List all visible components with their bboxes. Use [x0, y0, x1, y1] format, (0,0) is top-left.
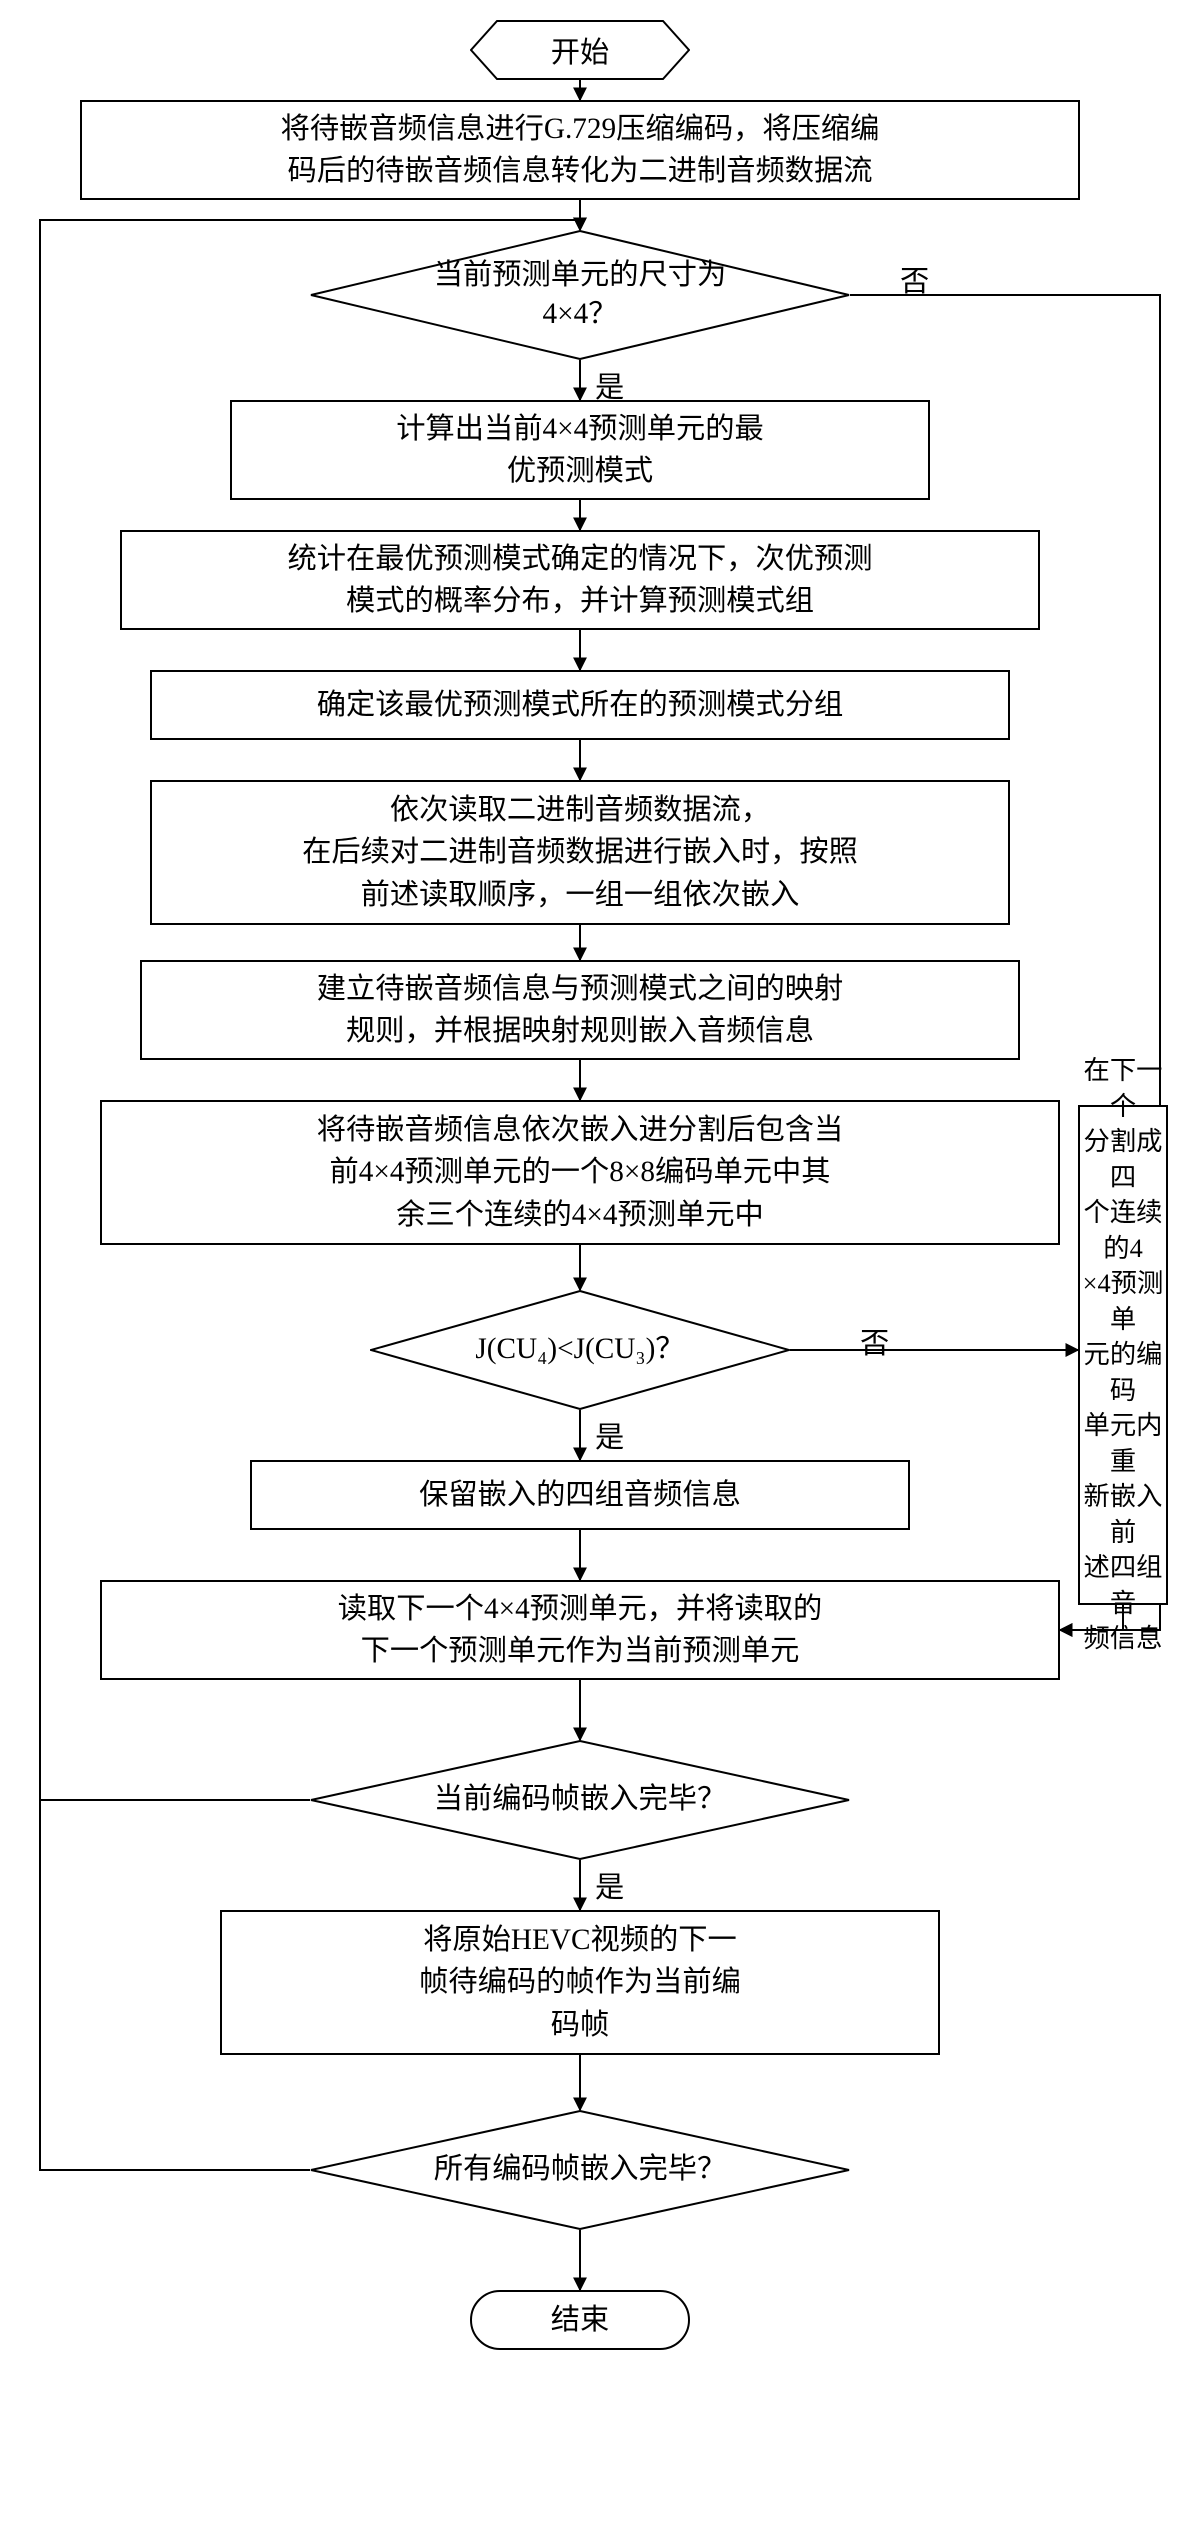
flowchart-canvas: 开始将待嵌音频信息进行G.729压缩编码，将压缩编码后的待嵌音频信息转化为二进制…: [20, 20, 1168, 2503]
flowchart-label-d1_yes: 是: [595, 364, 624, 406]
flowchart-node-n10: 将原始HEVC视频的下一帧待编码的帧作为当前编码帧: [220, 1910, 940, 2055]
flowchart-node-n2: 计算出当前4×4预测单元的最优预测模式: [230, 400, 930, 500]
flowchart-node-n5: 依次读取二进制音频数据流，在后续对二进制音频数据进行嵌入时，按照前述读取顺序，一…: [150, 780, 1010, 925]
flowchart-label-d1_no: 否: [900, 258, 929, 300]
flowchart-node-n9: 读取下一个4×4预测单元，并将读取的下一个预测单元作为当前预测单元: [100, 1580, 1060, 1680]
flowchart-node-n8: 保留嵌入的四组音频信息: [250, 1460, 910, 1530]
flowchart-node-d2: J(CU₄)<J(CU₃)？: [370, 1290, 790, 1410]
flowchart-label-d2_no: 否: [860, 1320, 889, 1362]
flowchart-node-n7: 将待嵌音频信息依次嵌入进分割后包含当前4×4预测单元的一个8×8编码单元中其余三…: [100, 1100, 1060, 1245]
flowchart-node-n1: 将待嵌音频信息进行G.729压缩编码，将压缩编码后的待嵌音频信息转化为二进制音频…: [80, 100, 1080, 200]
flowchart-label-d3_yes: 是: [595, 1864, 624, 1906]
flowchart-node-d3: 当前编码帧嵌入完毕？: [310, 1740, 850, 1860]
flowchart-node-d4: 所有编码帧嵌入完毕？: [310, 2110, 850, 2230]
flowchart-node-end: 结束: [470, 2290, 690, 2350]
flowchart-node-side: 在下一个分割成四个连续的4×4预测单元的编码单元内重新嵌入前述四组音频信息: [1078, 1105, 1168, 1605]
flowchart-node-start: 开始: [470, 20, 690, 80]
flowchart-node-n6: 建立待嵌音频信息与预测模式之间的映射规则，并根据映射规则嵌入音频信息: [140, 960, 1020, 1060]
flowchart-node-n4: 确定该最优预测模式所在的预测模式分组: [150, 670, 1010, 740]
flowchart-node-d1: 当前预测单元的尺寸为4×4？: [310, 230, 850, 360]
flowchart-node-n3: 统计在最优预测模式确定的情况下，次优预测模式的概率分布，并计算预测模式组: [120, 530, 1040, 630]
flowchart-label-d2_yes: 是: [595, 1414, 624, 1456]
